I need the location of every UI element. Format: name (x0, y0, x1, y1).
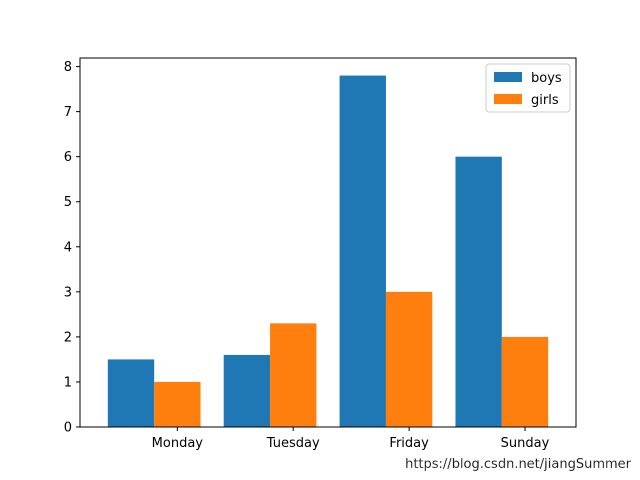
y-tick-label: 4 (64, 240, 72, 255)
bar-boys-monday (107, 359, 155, 427)
y-tick-label: 1 (64, 375, 72, 390)
bar-girls-friday (385, 291, 433, 427)
x-tick-label: Sunday (501, 436, 550, 451)
y-tick-label: 5 (64, 195, 72, 210)
x-tick-label: Monday (152, 436, 204, 451)
bar-girls-monday (154, 381, 201, 427)
bar-girls-tuesday (270, 323, 317, 427)
bar-boys-sunday (455, 156, 502, 427)
bars-group (107, 75, 549, 428)
y-tick-label: 3 (64, 285, 72, 300)
y-tick-label: 2 (64, 330, 72, 345)
watermark-text: https://blog.csdn.net/jiangSummer (405, 457, 632, 472)
x-tick-label: Tuesday (266, 436, 320, 451)
bar-boys-tuesday (223, 354, 271, 427)
legend: boys girls (485, 63, 571, 113)
x-axis: Monday Tuesday Friday Sunday (152, 427, 550, 451)
plot-frame (79, 57, 577, 428)
bar-girls-sunday (501, 336, 549, 427)
legend-swatch-boys (494, 72, 522, 82)
y-tick-label: 8 (64, 60, 72, 75)
y-tick-label: 7 (64, 105, 72, 120)
legend-label-boys: boys (531, 71, 562, 86)
y-tick-label: 0 (64, 421, 72, 436)
x-tick-label: Friday (389, 436, 429, 451)
legend-swatch-girls (494, 94, 522, 104)
y-tick-label: 6 (64, 150, 72, 165)
y-axis: 0 1 2 3 4 5 6 7 8 (64, 60, 80, 436)
legend-label-girls: girls (531, 93, 559, 108)
bar-boys-friday (339, 75, 386, 428)
